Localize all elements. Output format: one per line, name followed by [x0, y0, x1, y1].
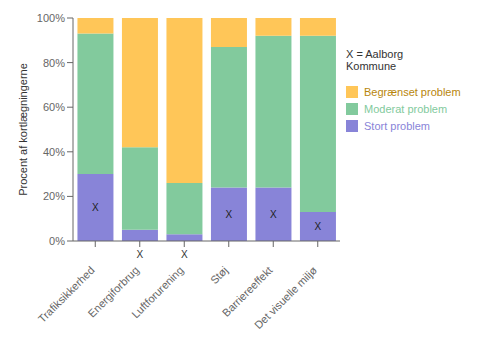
svg-text:100%: 100% [37, 12, 65, 24]
svg-text:60%: 60% [43, 101, 65, 113]
svg-text:80%: 80% [43, 57, 65, 69]
html-text:Moderat problem: Moderat problem [364, 103, 448, 115]
html-text:X = Aalborg: X = Aalborg [346, 48, 404, 60]
svg-text:0%: 0% [49, 235, 65, 247]
svg-text:40%: 40% [43, 146, 65, 158]
html-text:Kommune: Kommune [346, 60, 397, 72]
html-text:Begrænset problem: Begrænset problem [364, 86, 461, 98]
svg-text:X: X [226, 209, 233, 220]
svg-text:X: X [136, 249, 143, 260]
svg-text:Støj: Støj [208, 264, 230, 286]
svg-text:Trafiksikkerhed: Trafiksikkerhed [36, 264, 97, 325]
svg-text:X: X [181, 249, 188, 260]
svg-text:X: X [270, 209, 277, 220]
svg-text:Procent af kortlægningerne: Procent af kortlægningerne [17, 63, 29, 196]
html-text:Stort problem: Stort problem [364, 120, 430, 132]
svg-text:Det visuelle miljø: Det visuelle miljø [252, 264, 319, 331]
svg-text:X: X [92, 202, 99, 213]
svg-text:Barriereeffekt: Barriereeffekt [219, 263, 275, 319]
svg-text:X: X [315, 221, 322, 232]
svg-text:Luftforurening: Luftforurening [129, 264, 185, 320]
svg-text:20%: 20% [43, 190, 65, 202]
svg-text:Energiforbrug: Energiforbrug [85, 263, 142, 320]
